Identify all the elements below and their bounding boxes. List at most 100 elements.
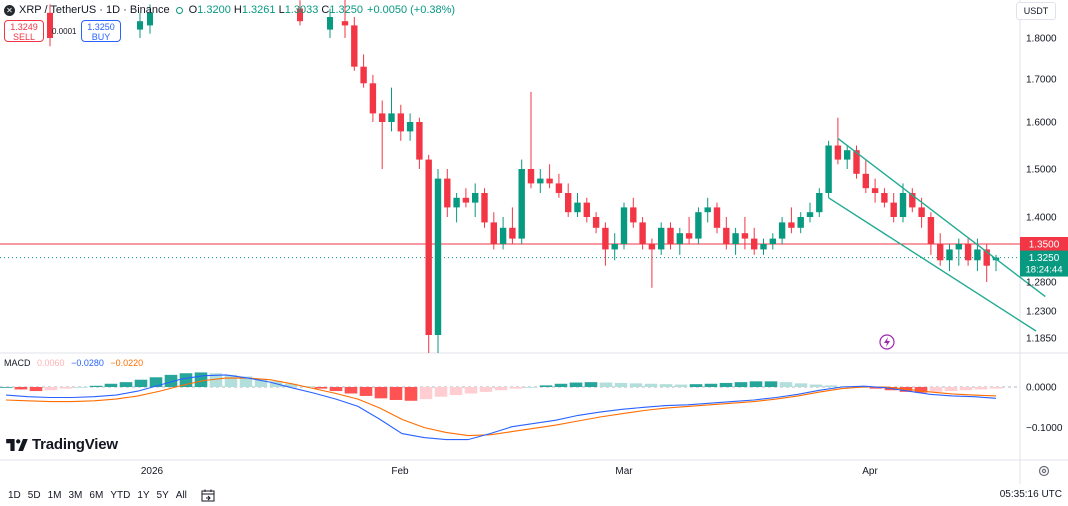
range-1d[interactable]: 1D [8, 489, 21, 501]
candle-body [425, 159, 432, 335]
candle-body [341, 21, 349, 26]
goto-date-calendar-icon[interactable] [201, 489, 215, 502]
macd-histogram-bar [359, 387, 373, 396]
candle-body [611, 244, 618, 250]
macd-legend-label: MACD [4, 358, 31, 368]
price-chart[interactable]: 1.8000 1.7000 1.6000 1.5000 1.4000 1.2800 1.23… [0, 0, 1068, 484]
candle-body [379, 113, 386, 122]
candle-body [918, 207, 925, 217]
buy-button[interactable]: 1.3250 BUY [81, 20, 121, 42]
currency-selector[interactable]: USDT [1016, 2, 1056, 20]
range-1m[interactable]: 1M [47, 489, 62, 501]
candle-body [527, 169, 535, 184]
brand-name: TradingView [32, 436, 118, 453]
range-all[interactable]: All [175, 489, 187, 501]
candle-body [825, 145, 832, 193]
range-ytd[interactable]: YTD [110, 489, 131, 501]
sell-button[interactable]: 1.3249 SELL [4, 20, 44, 42]
candle-body [630, 207, 637, 223]
macd-histogram-bar [29, 387, 43, 392]
last-price-label: 1.3250 [1029, 253, 1060, 264]
price-axis-label: 1.6000 [1026, 118, 1057, 129]
resistance-price-label: 1.3500 [1029, 240, 1060, 251]
open-value: 1.3200 [197, 4, 231, 16]
candle-body [797, 217, 804, 228]
sell-price: 1.3249 [10, 22, 38, 32]
macd-histogram-bar [629, 383, 643, 387]
candle-body [416, 122, 423, 160]
candle-body [565, 193, 572, 213]
candle-body [574, 202, 581, 213]
macd-histogram-bar [689, 384, 703, 387]
macd-histogram-bar [764, 381, 778, 387]
range-5y[interactable]: 5Y [156, 489, 169, 501]
macd-histogram-bar [284, 383, 298, 387]
macd-histogram-bar [464, 387, 478, 394]
candle-body [546, 178, 553, 184]
settings-gear-icon[interactable] [1038, 465, 1050, 477]
bar-countdown-label: 18:24:44 [1026, 265, 1063, 276]
candle-body [751, 238, 758, 250]
candle-body [732, 233, 739, 244]
range-6m[interactable]: 6M [89, 489, 104, 501]
range-5d[interactable]: 5D [27, 489, 41, 501]
macd-histogram-bar [554, 383, 568, 387]
candle-body [844, 150, 851, 160]
candle-body [806, 212, 814, 217]
last-price-tag [1020, 250, 1068, 277]
macd-histogram-bar [509, 387, 523, 389]
buy-label: BUY [91, 32, 111, 42]
candle-body [788, 222, 795, 228]
price-axis-label: 1.4000 [1026, 213, 1057, 224]
macd-legend[interactable]: MACD 0.0060 −0.0280 −0.0220 [4, 358, 147, 368]
macd-line-value: −0.0280 [71, 358, 104, 368]
time-axis-label: Apr [862, 466, 878, 477]
price-axis-label: 1.1850 [1026, 334, 1057, 345]
candle-body [351, 25, 358, 67]
macd-histogram-bar [869, 387, 883, 389]
candle-body [853, 150, 860, 174]
macd-histogram-bar [719, 382, 733, 387]
candle-body [899, 193, 907, 217]
macd-histogram-bar [404, 387, 418, 401]
alert-lightning-icon[interactable] [879, 334, 895, 350]
candle-body [676, 233, 683, 244]
range-1y[interactable]: 1Y [137, 489, 150, 501]
macd-histogram-bar [914, 387, 928, 393]
candle-body [555, 183, 563, 193]
range-3m[interactable]: 3M [68, 489, 83, 501]
symbol-title[interactable]: XRP / TetherUS · 1D · Binance [19, 4, 170, 16]
candle-body [695, 212, 702, 239]
candle-body [816, 193, 823, 213]
early-candle-body [47, 12, 53, 39]
macd-histogram-bar [119, 382, 133, 387]
macd-histogram-bar [389, 387, 403, 400]
macd-histogram-bar [254, 378, 268, 387]
macd-histogram-bar [569, 382, 583, 387]
bottom-toolbar: 1D 5D 1M 3M 6M YTD 1Y 5Y All [0, 484, 1068, 506]
macd-histogram-bar [779, 382, 793, 387]
macd-histogram-bar [749, 381, 763, 387]
tradingview-logo[interactable]: TradingView [6, 436, 118, 453]
candle-body [648, 244, 656, 250]
macd-histogram-bar [374, 387, 388, 399]
candle-body [472, 193, 479, 203]
candle-body [453, 197, 460, 208]
candle-body [760, 244, 767, 250]
time-axis-label: 2026 [141, 466, 164, 477]
macd-histogram-bar [644, 383, 658, 387]
market-status-icon [175, 6, 183, 14]
candle-body [509, 227, 516, 239]
candle-body [406, 122, 414, 132]
macd-histogram-bar [89, 385, 103, 387]
time-axis-label: Mar [615, 466, 633, 477]
macd-histogram-bar [989, 387, 1003, 389]
candle-body [434, 178, 442, 335]
utc-clock[interactable]: 05:35:16 UTC [999, 489, 1062, 500]
macd-histogram-bar [74, 387, 88, 388]
macd-histogram-bar [704, 383, 718, 387]
candle-body [369, 83, 377, 114]
macd-histogram-bar [944, 387, 958, 392]
candle-body [974, 249, 981, 261]
macd-histogram-bar [434, 387, 448, 397]
